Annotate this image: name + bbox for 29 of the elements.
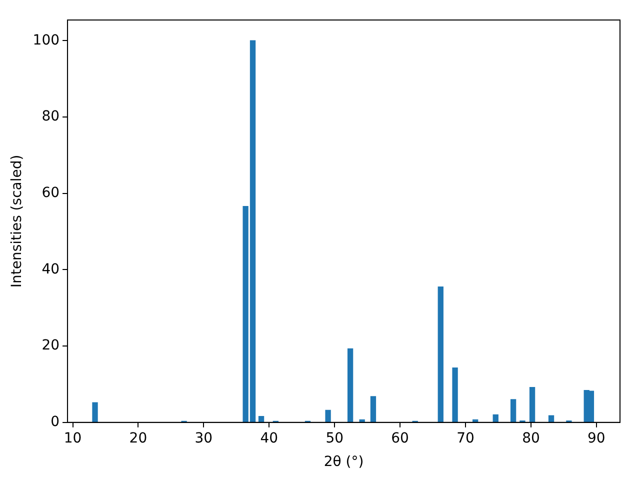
y-tick-label: 100 [32,32,60,48]
y-tick-label: 20 [42,338,60,354]
x-tick-label: 60 [391,430,409,446]
x-tick-label: 70 [456,430,474,446]
y-axis-title: Intensities (scaled) [9,154,26,288]
bar [548,415,554,422]
bar [438,286,444,422]
bar [588,390,594,422]
bar [510,399,516,422]
y-tick-label: 60 [42,184,60,201]
bar [347,348,354,422]
x-tick-label: 20 [129,430,148,446]
x-tick-label: 90 [588,430,606,446]
bar [370,396,376,422]
y-tick-label: 0 [50,414,60,430]
bar [452,367,458,422]
x-tick-label: 50 [326,430,344,446]
x-tick-label: 30 [194,430,213,446]
bar [258,416,264,422]
x-tick-label: 80 [522,430,540,446]
x-tick-label: 10 [64,430,82,446]
bar [492,414,498,422]
x-tick-label: 40 [260,430,278,446]
x-axis-title: 2θ (°) [324,454,364,470]
y-tick-label: 80 [42,108,60,125]
bar [325,410,331,422]
bar [529,386,536,422]
y-tick-label: 40 [42,261,60,278]
bar [92,402,98,422]
